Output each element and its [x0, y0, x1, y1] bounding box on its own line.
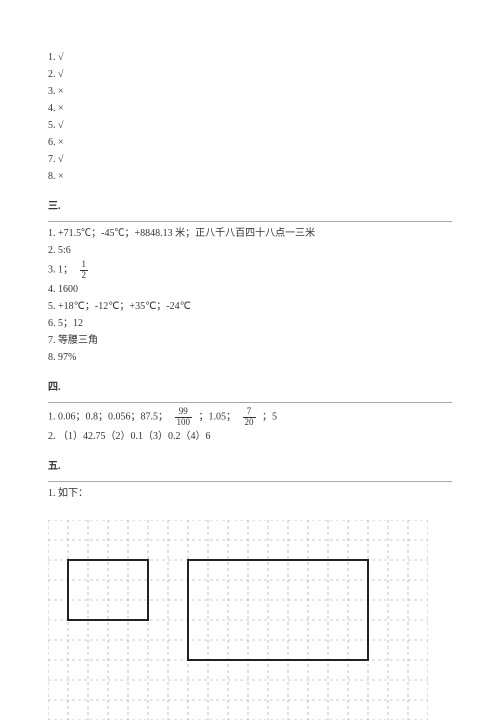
tf-mark: √ — [58, 154, 64, 165]
s4-l1a: 1. 0.06；0.8；0.056；87.5； — [48, 411, 168, 422]
tf-num: 8 — [48, 171, 53, 182]
tf-item: 1. √ — [48, 50, 452, 66]
tf-item: 6. × — [48, 135, 452, 151]
tf-num: 5 — [48, 120, 53, 131]
tf-mark: √ — [58, 52, 64, 63]
s3-l1: 1. +71.5℃；-45℃；+8848.13 米；正八千八百四十八点一三米 — [48, 226, 452, 242]
tf-item: 5. √ — [48, 118, 452, 134]
tf-item: 4. × — [48, 101, 452, 117]
tf-item: 2. √ — [48, 67, 452, 83]
s4-l2: 2. （1）42.75（2）0.1（3）0.2（4）6 — [48, 429, 452, 445]
tf-num: 4 — [48, 103, 53, 114]
s4-l1b: ；1.05； — [199, 411, 237, 422]
s3-l3a: 3. 1； — [48, 265, 73, 276]
tf-mark: × — [58, 171, 64, 182]
tf-item: 7. √ — [48, 152, 452, 168]
tf-mark: × — [58, 137, 64, 148]
s5-l1: 1. 如下： — [48, 486, 452, 502]
tf-item: 8. × — [48, 169, 452, 185]
s4-l1: 1. 0.06；0.8；0.056；87.5； 99 100 ；1.05； 7 … — [48, 407, 452, 428]
section-3-head: 三. — [48, 199, 452, 222]
s3-l8: 8. 97% — [48, 350, 452, 366]
fraction: 99 100 — [175, 407, 193, 428]
true-false-list: 1. √ 2. √ 3. × 4. × 5. √ 6. × 7. √ 8. × — [48, 50, 452, 185]
grid-figure — [48, 520, 452, 720]
s4-l1c: ；5 — [262, 411, 277, 422]
fraction: 1 2 — [80, 260, 89, 281]
tf-num: 3 — [48, 86, 53, 97]
tf-num: 7 — [48, 154, 53, 165]
section-5-head: 五. — [48, 459, 452, 482]
tf-num: 6 — [48, 137, 53, 148]
s3-l7: 7. 等腰三角 — [48, 333, 452, 349]
frac-den: 2 — [80, 271, 89, 281]
tf-mark: √ — [58, 120, 64, 131]
s3-l2: 2. 5:6 — [48, 243, 452, 259]
tf-item: 3. × — [48, 84, 452, 100]
s3-l4: 4. 1600 — [48, 282, 452, 298]
tf-num: 2 — [48, 69, 53, 80]
s3-l5: 5. +18℃；-12℃；+35℃；-24℃ — [48, 299, 452, 315]
tf-mark: √ — [58, 69, 64, 80]
s3-l6: 6. 5；12 — [48, 316, 452, 332]
tf-mark: × — [58, 103, 64, 114]
frac-den: 20 — [243, 418, 256, 428]
tf-num: 1 — [48, 52, 53, 63]
frac-den: 100 — [175, 418, 193, 428]
s3-l3: 3. 1； 1 2 — [48, 260, 452, 281]
tf-mark: × — [58, 86, 64, 97]
grid-svg — [48, 520, 428, 720]
section-4-head: 四. — [48, 380, 452, 403]
fraction: 7 20 — [243, 407, 256, 428]
